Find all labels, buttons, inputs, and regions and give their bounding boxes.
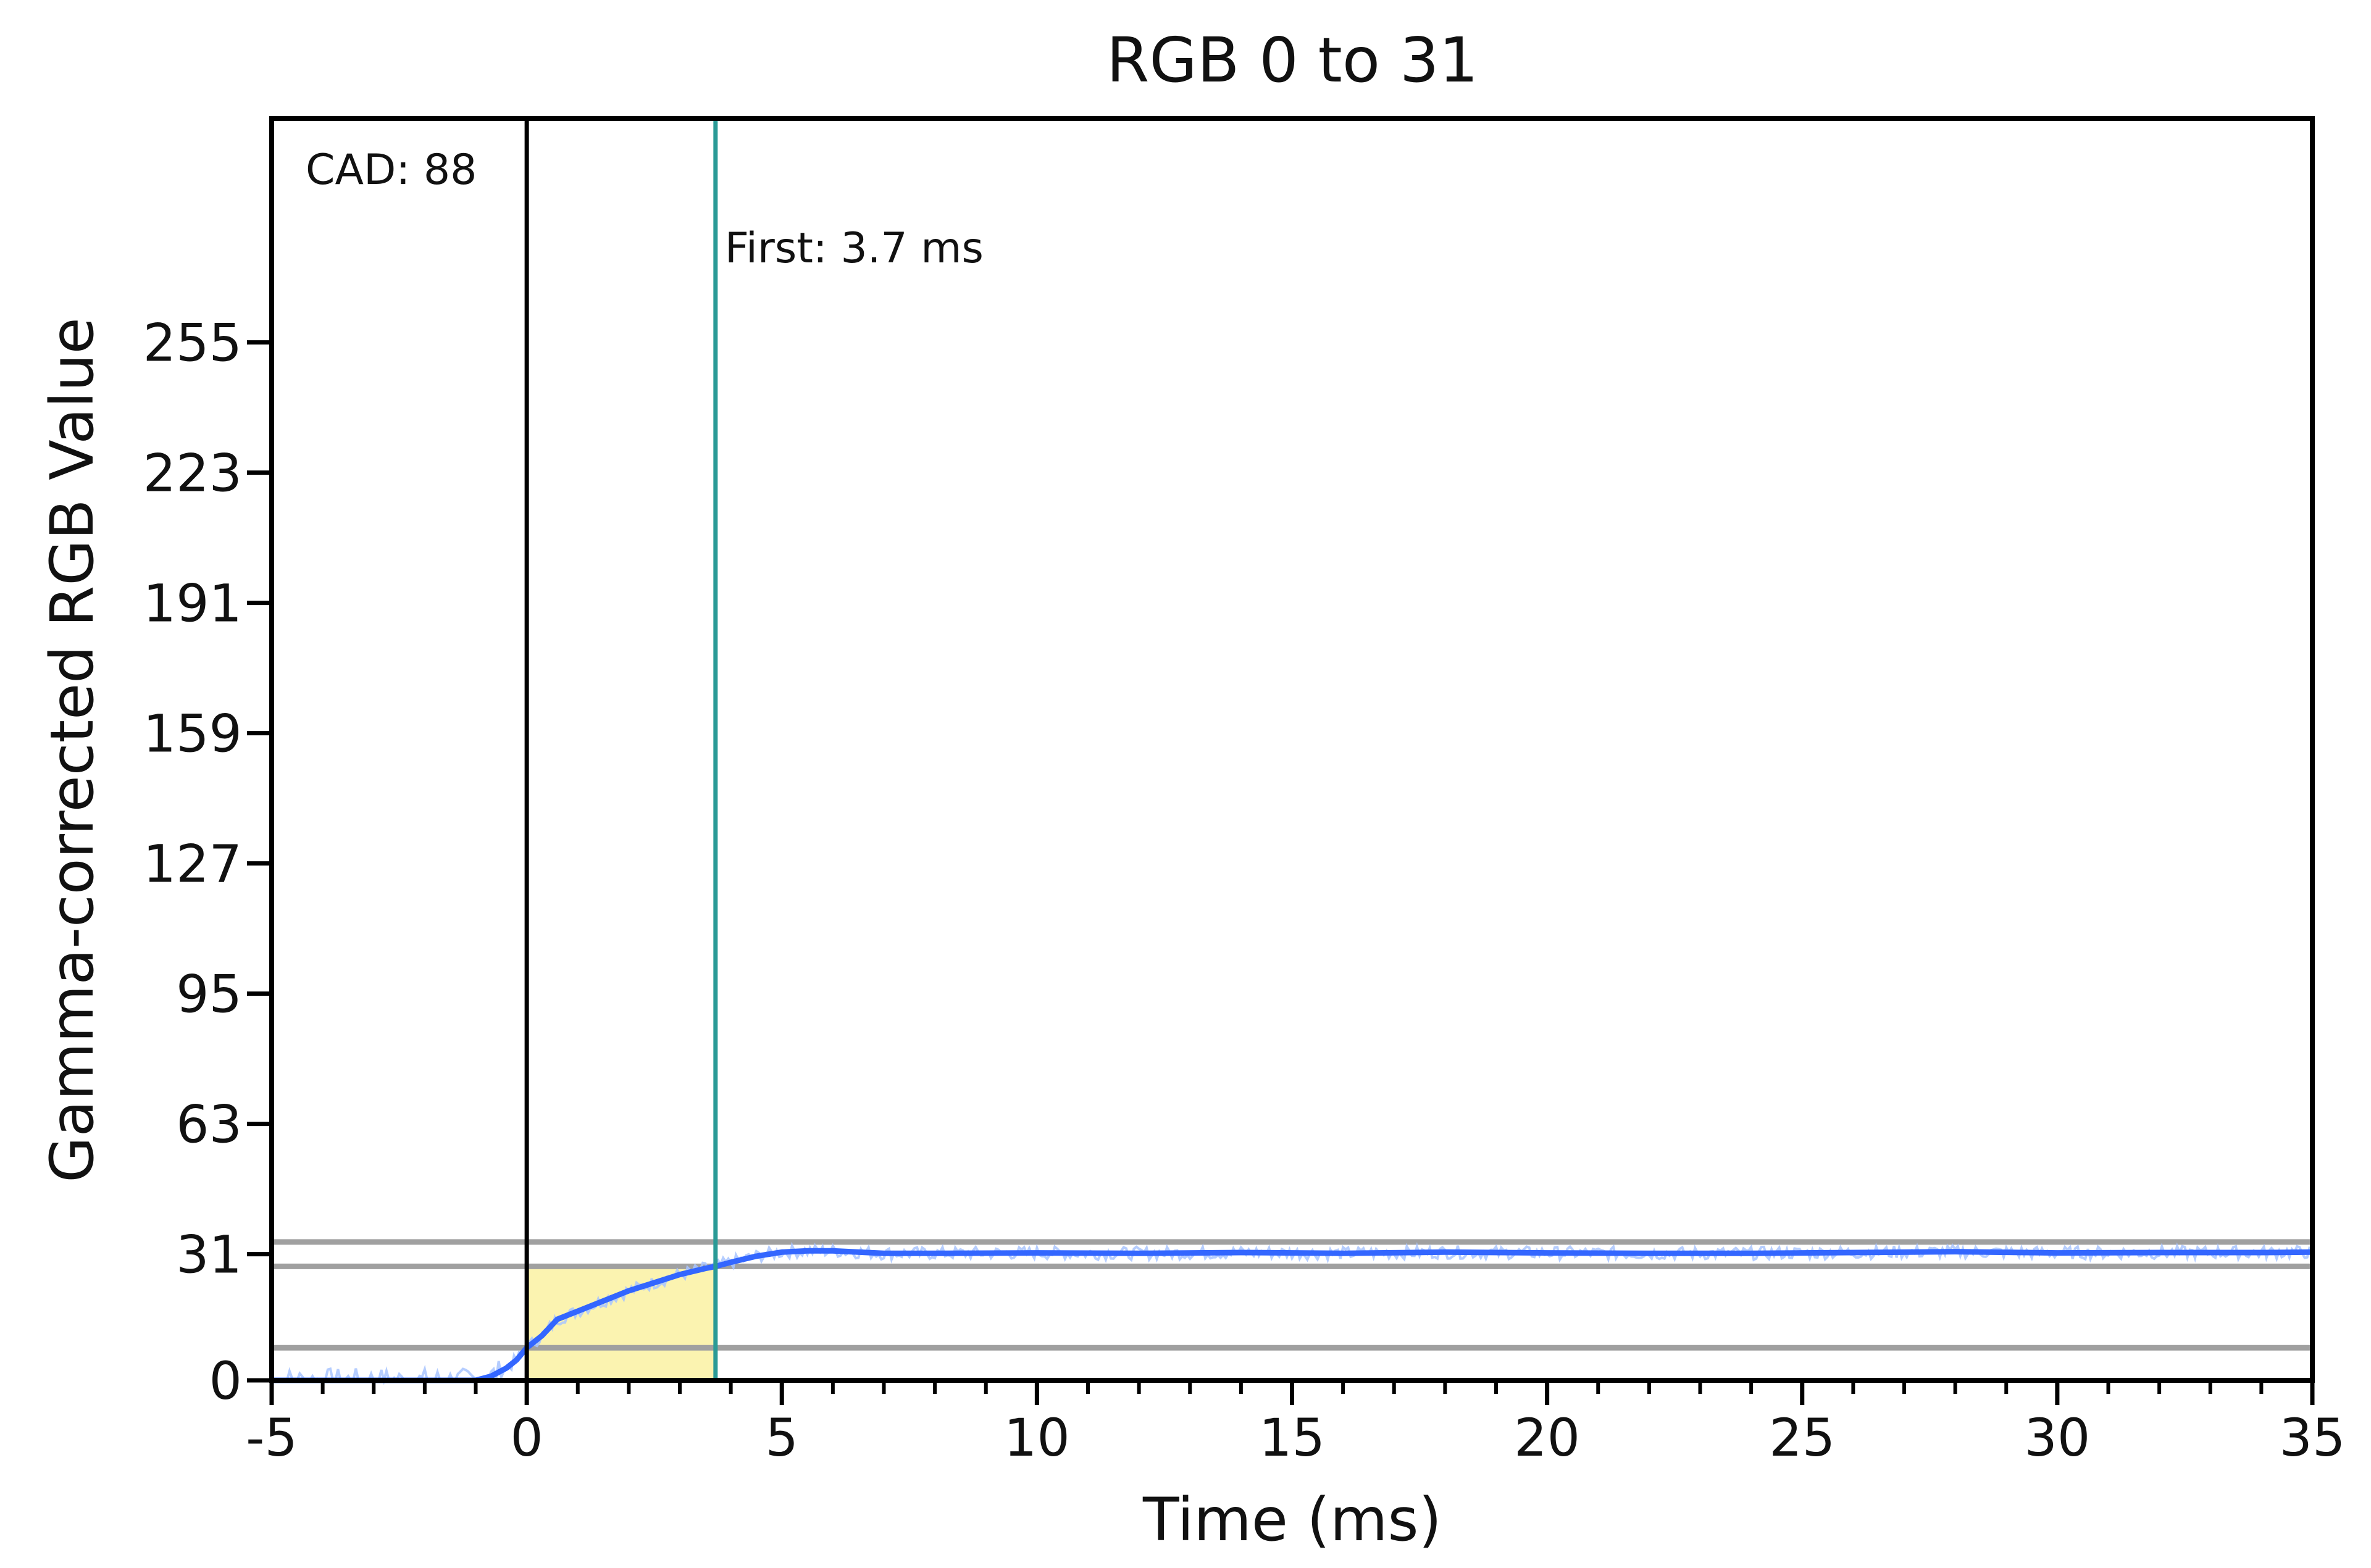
x-tick-label: -5 [246, 1407, 298, 1468]
y-tick-label: 191 [143, 573, 242, 634]
x-tick-label: 25 [1769, 1407, 1835, 1468]
x-tick-label: 10 [1004, 1407, 1070, 1468]
x-axis: -5 0 5 10 15 20 25 30 35 [246, 1380, 2345, 1468]
x-axis-title: Time (ms) [1142, 1485, 1442, 1554]
y-axis-title: Gamma-corrected RGB Value [38, 317, 107, 1182]
y-tick-label: 95 [176, 964, 242, 1025]
plot-area [269, 116, 2315, 1385]
x-tick-label: 35 [2280, 1407, 2346, 1468]
plot-frame [269, 116, 2315, 1383]
y-tick-label: 0 [209, 1351, 242, 1411]
x-tick-label: 0 [510, 1407, 543, 1468]
x-tick-label: 5 [766, 1407, 798, 1468]
x-tick-label: 30 [2024, 1407, 2090, 1468]
y-tick-label: 31 [176, 1225, 242, 1285]
x-tick-label: 15 [1259, 1407, 1325, 1468]
chart-title: RGB 0 to 31 [1106, 24, 1478, 96]
cad-annotation: CAD: 88 [306, 146, 477, 194]
y-tick-label: 63 [176, 1095, 242, 1155]
y-tick-label: 255 [143, 313, 242, 373]
y-tick-label: 127 [143, 834, 242, 895]
first-response-annotation: First: 3.7 ms [725, 224, 984, 273]
y-axis: 0 31 63 95 127 159 191 223 255 [143, 313, 272, 1411]
y-tick-label: 159 [143, 704, 242, 764]
x-tick-label: 20 [1514, 1407, 1580, 1468]
y-tick-label: 223 [143, 443, 242, 504]
